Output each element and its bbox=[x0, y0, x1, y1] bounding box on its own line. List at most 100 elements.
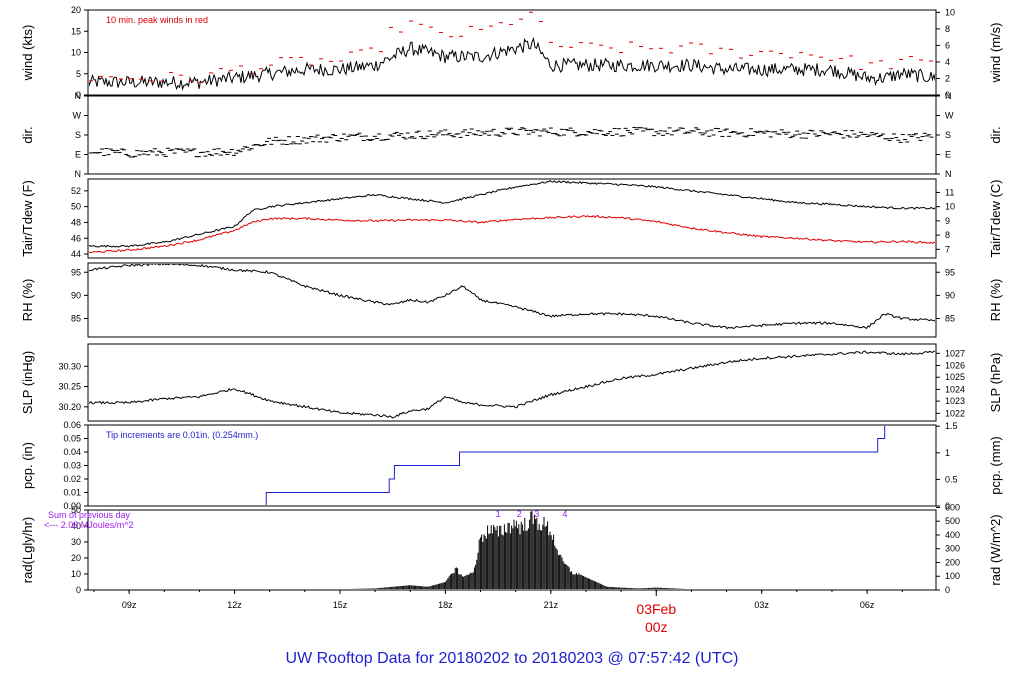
series-group-rh bbox=[89, 264, 935, 330]
panel-rh: 85 90 95 85 90 95 RH (%) RH (%) bbox=[20, 262, 1003, 338]
right-tick-label: S bbox=[945, 130, 951, 140]
left-tick-label: 0 bbox=[76, 585, 81, 595]
annotation-line: Sum of previous day bbox=[48, 510, 131, 520]
left-tick-label: 30.20 bbox=[58, 402, 81, 412]
left-tick-label: W bbox=[73, 111, 82, 121]
left-tick-label: 0.05 bbox=[63, 434, 81, 444]
right-tick-label: 7 bbox=[945, 244, 950, 254]
ylabel-right-temp: Tair/Tdew (C) bbox=[988, 179, 1003, 257]
right-tick-label: 300 bbox=[945, 544, 960, 554]
ylabel-left-slp: SLP (inHg) bbox=[20, 351, 35, 414]
left-tick-label: 95 bbox=[71, 267, 81, 277]
series-tdew bbox=[89, 215, 935, 254]
panel-frame-rh bbox=[87, 262, 937, 338]
right-tick-label: 1024 bbox=[945, 384, 965, 394]
right-tick-label: 1 bbox=[945, 448, 950, 458]
ylabel-right-rh: RH (%) bbox=[988, 279, 1003, 322]
x-axis: 09z 12z 15z 18z 21z 03z 06z 03Feb 00z bbox=[93, 590, 903, 635]
right-tick-label: 8 bbox=[945, 24, 950, 34]
right-tick-label: 1026 bbox=[945, 360, 965, 370]
series-group-dir bbox=[89, 126, 934, 158]
right-tick-label: 1025 bbox=[945, 372, 965, 382]
left-tick-label: 10 bbox=[71, 569, 81, 579]
series-direction bbox=[89, 126, 934, 158]
x-tick-label: 21z bbox=[544, 600, 559, 610]
series-precipitation bbox=[265, 426, 886, 505]
right-tick-label: 95 bbox=[945, 267, 955, 277]
panel-frame-dir bbox=[87, 95, 937, 175]
panel-temp: 44 46 48 50 52 7 8 9 10 11 Tair/Tdew (F) Tair/Tdew … bbox=[20, 178, 1003, 259]
x-tick-label: 09z bbox=[122, 600, 137, 610]
footer-title: UW Rooftop Data for 20180202 to 20180203… bbox=[285, 650, 739, 667]
series-group-rad bbox=[349, 511, 688, 589]
ylabel-left-rh: RH (%) bbox=[20, 279, 35, 322]
right-tick-label: 600 bbox=[945, 502, 960, 512]
ylabel-left-rad: rad(Lgly/hr) bbox=[20, 517, 35, 583]
right-tick-label: 1.5 bbox=[945, 421, 958, 431]
ylabel-left-temp: Tair/Tdew (F) bbox=[20, 180, 35, 257]
panel-wind: 0 5 10 15 20 0 2 4 6 8 10 wind (kts) wind (m/s) 10 mi… bbox=[20, 5, 1003, 100]
right-tick-label: 500 bbox=[945, 516, 960, 526]
x-tick-label: 12z bbox=[227, 600, 242, 610]
left-tick-label: 0.06 bbox=[63, 420, 81, 430]
left-tick-label: 85 bbox=[71, 314, 81, 324]
left-tick-label: 46 bbox=[71, 233, 81, 243]
ylabel-left-wind: wind (kts) bbox=[20, 25, 35, 82]
right-tick-label: 0 bbox=[945, 585, 950, 595]
right-tick-label: 4 bbox=[945, 57, 950, 67]
left-tick-label: 50 bbox=[71, 202, 81, 212]
ylabel-right-pcp: pcp. (mm) bbox=[988, 436, 1003, 495]
left-tick-label: 0.00 bbox=[63, 501, 81, 511]
left-tick-label: 0 bbox=[76, 90, 81, 100]
right-tick-label: 100 bbox=[945, 571, 960, 581]
peak-marker: 4 bbox=[562, 509, 567, 519]
peak-marker: 3 bbox=[534, 509, 539, 519]
left-tick-label: N bbox=[75, 169, 82, 179]
right-tick-label: 10 bbox=[945, 202, 955, 212]
series-rh bbox=[89, 264, 935, 330]
right-tick-label: 10 bbox=[945, 7, 955, 17]
ylabel-right-slp: SLP (hPa) bbox=[988, 353, 1003, 413]
left-tick-label: 44 bbox=[71, 249, 81, 259]
annotation-line: <--- 2.08 MJoules/m^2 bbox=[44, 520, 134, 530]
ylabel-right-wind: wind (m/s) bbox=[988, 23, 1003, 84]
right-tick-label: 400 bbox=[945, 530, 960, 540]
right-tick-label: 0.5 bbox=[945, 474, 958, 484]
left-tick-label: 20 bbox=[71, 553, 81, 563]
right-tick-label: N bbox=[945, 169, 952, 179]
right-tick-label: 90 bbox=[945, 290, 955, 300]
series-group-temp bbox=[89, 180, 935, 254]
day-marker-time: 00z bbox=[645, 619, 668, 635]
series-wind-speed bbox=[89, 36, 935, 91]
left-tick-label: 90 bbox=[71, 290, 81, 300]
day-marker-date: 03Feb bbox=[636, 601, 676, 617]
x-tick-label: 06z bbox=[860, 600, 875, 610]
series-group-slp bbox=[89, 350, 935, 419]
left-tick-label: 30.30 bbox=[58, 361, 81, 371]
right-tick-label: 2 bbox=[945, 73, 950, 83]
left-tick-label: 15 bbox=[71, 26, 81, 36]
series-group-wind bbox=[89, 11, 935, 91]
right-tick-label: 1027 bbox=[945, 348, 965, 358]
panel-frame-wind bbox=[87, 9, 937, 96]
panel-frame-rad bbox=[87, 509, 937, 591]
x-tick-label: 03z bbox=[754, 600, 769, 610]
panel-frame-slp bbox=[87, 343, 937, 422]
series-10-min-peak-winds bbox=[89, 11, 933, 83]
right-tick-label: 6 bbox=[945, 40, 950, 50]
ylabel-left-dir: dir. bbox=[20, 126, 35, 143]
left-tick-label: 20 bbox=[71, 5, 81, 15]
right-tick-label: 1023 bbox=[945, 396, 965, 406]
x-tick-label: 15z bbox=[333, 600, 348, 610]
left-tick-label: 0.02 bbox=[63, 474, 81, 484]
left-tick-label: 40 bbox=[71, 521, 81, 531]
right-tick-label: 9 bbox=[945, 216, 950, 226]
peak-marker: 1 bbox=[496, 509, 501, 519]
annotation-pcp: Tip increments are 0.01in. (0.254mm.) bbox=[106, 430, 258, 440]
panel-rad: 010203040500100200300400500600rad(Lgly/h… bbox=[20, 502, 1003, 595]
right-tick-label: 1022 bbox=[945, 408, 965, 418]
ylabel-right-rad: rad (W/m^2) bbox=[988, 514, 1003, 585]
left-tick-label: 50 bbox=[71, 505, 81, 515]
